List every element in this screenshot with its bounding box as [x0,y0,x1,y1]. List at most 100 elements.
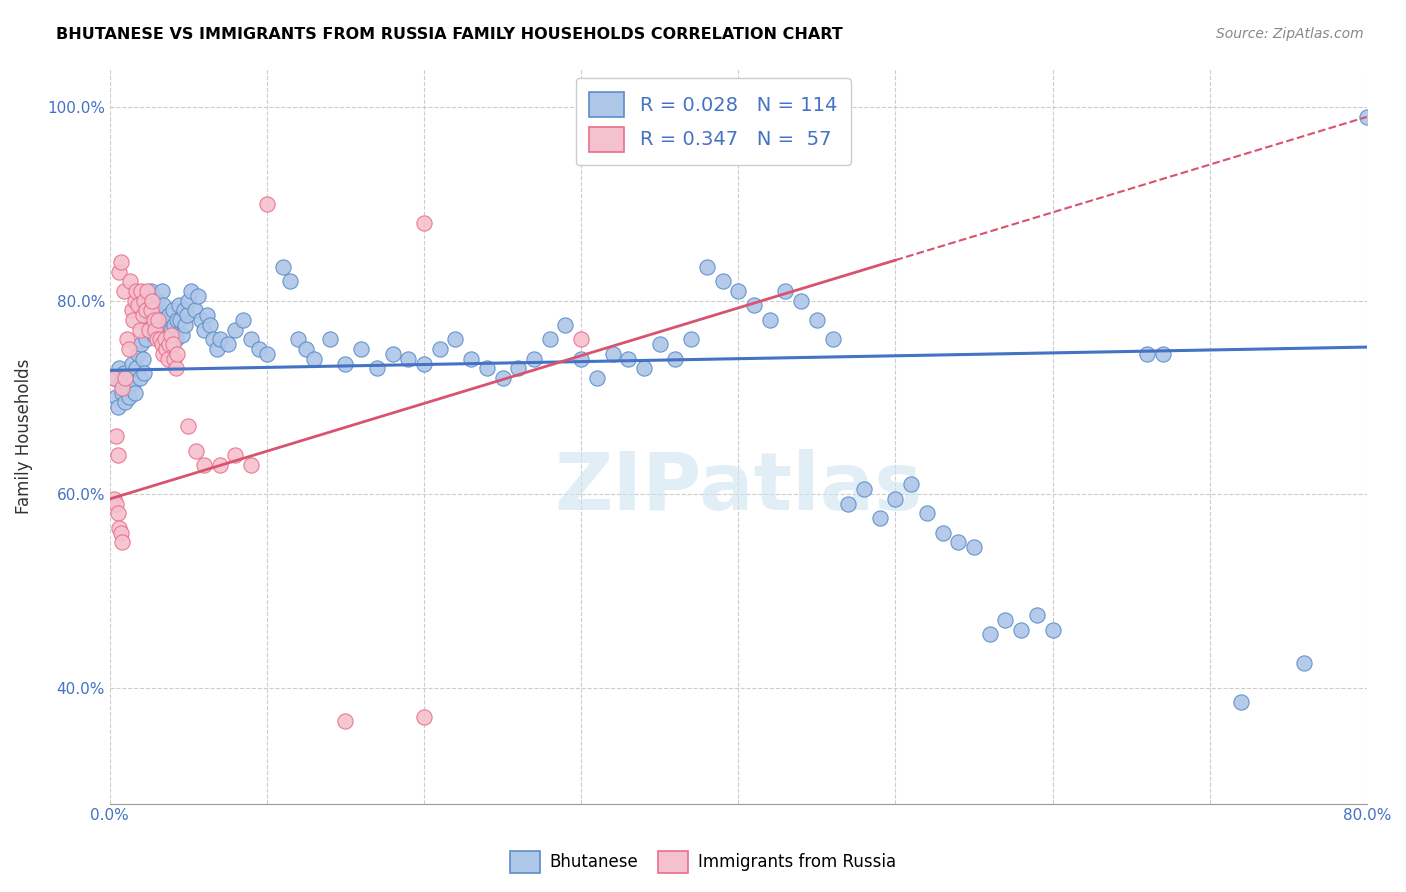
Point [156,318,179,332]
Point [554,318,576,332]
Point [232,313,254,327]
Point [135,303,157,318]
Point [132,308,155,322]
Point [165,332,187,346]
Point [915,507,938,521]
Point [240,332,263,346]
Point [107,449,129,463]
Point [155,342,177,356]
Point [821,332,844,346]
Point [107,400,129,414]
Point [127,298,149,312]
Point [287,332,309,346]
Point [396,351,419,366]
Point [143,303,166,318]
Y-axis label: Family Households: Family Households [15,359,32,514]
Point [569,332,592,346]
Point [190,313,212,327]
Point [148,313,170,327]
Point [120,371,142,385]
Point [900,477,922,491]
Point [806,313,828,327]
Point [413,709,436,723]
Point [169,313,191,327]
Point [931,525,953,540]
Point [775,284,797,298]
Point [110,525,132,540]
Point [884,491,907,506]
Point [103,371,125,385]
Point [174,318,197,332]
Point [1042,623,1064,637]
Point [170,327,193,342]
Point [114,371,136,385]
Point [120,274,142,288]
Point [146,332,169,346]
Point [110,255,132,269]
Point [602,347,624,361]
Point [149,323,172,337]
Point [193,323,215,337]
Point [148,308,170,322]
Point [146,293,169,308]
Point [127,347,149,361]
Point [121,303,143,318]
Point [186,443,208,458]
Point [139,284,162,298]
Point [173,303,195,318]
Point [177,419,200,434]
Point [948,535,970,549]
Point [166,347,188,361]
Point [648,337,671,351]
Point [837,497,859,511]
Point [727,284,749,298]
Point [115,332,138,346]
Point [523,351,546,366]
Legend: R = 0.028   N = 114, R = 0.347   N =  57: R = 0.028 N = 114, R = 0.347 N = 57 [575,78,851,165]
Point [117,390,139,404]
Point [141,293,163,308]
Point [413,216,436,230]
Point [1136,347,1159,361]
Point [1230,695,1253,709]
Point [979,627,1001,641]
Point [105,497,128,511]
Point [152,347,174,361]
Text: ZIPatlas: ZIPatlas [554,449,922,526]
Point [108,361,131,376]
Point [681,332,703,346]
Point [134,366,156,380]
Point [160,327,183,342]
Point [617,351,640,366]
Point [208,332,231,346]
Point [491,371,513,385]
Point [121,357,143,371]
Point [381,347,404,361]
Point [205,342,228,356]
Point [105,390,128,404]
Point [444,332,467,346]
Point [200,318,222,332]
Point [256,347,278,361]
Point [569,351,592,366]
Point [124,385,146,400]
Point [586,371,609,385]
Point [156,351,179,366]
Point [271,260,294,274]
Point [129,284,152,298]
Point [117,342,139,356]
Point [302,351,325,366]
Point [138,298,160,312]
Point [141,313,163,327]
Point [295,342,318,356]
Point [150,337,173,351]
Point [224,449,246,463]
Point [1292,657,1315,671]
Point [853,483,876,497]
Point [108,265,131,279]
Point [159,308,181,322]
Point [247,342,270,356]
Point [335,714,357,729]
Legend: Bhutanese, Immigrants from Russia: Bhutanese, Immigrants from Russia [503,845,903,880]
Point [163,351,186,366]
